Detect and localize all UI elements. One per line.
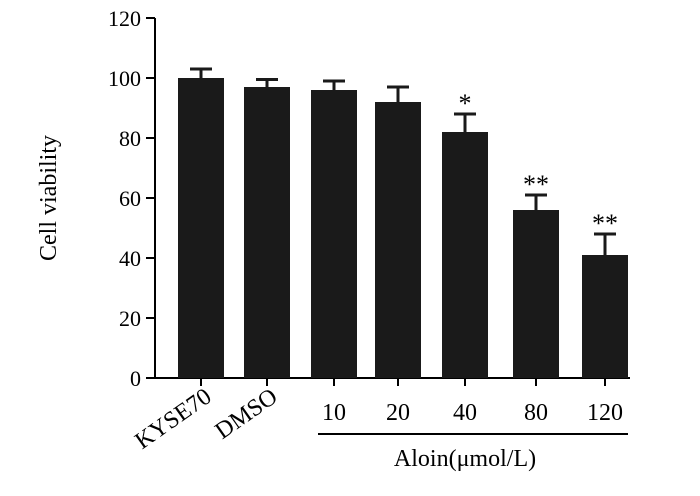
x-tick-label: 40 [453, 400, 477, 426]
y-tick-label: 20 [119, 306, 141, 331]
x-tick-label: KYSE70 [131, 384, 217, 455]
bar [442, 132, 488, 378]
bar [178, 78, 224, 378]
x-tick-label: DMSO [211, 384, 283, 445]
bar [513, 210, 559, 378]
significance-marker: ** [592, 209, 618, 238]
x-tick-label: 120 [587, 400, 623, 426]
y-tick-label: 40 [119, 246, 141, 271]
significance-marker: * [459, 89, 472, 118]
y-axis-title: Cell viability [36, 135, 62, 261]
y-tick-label: 100 [108, 66, 141, 91]
y-tick-label: 0 [130, 366, 141, 391]
y-tick-label: 120 [108, 6, 141, 31]
x-tick-label: 80 [524, 400, 548, 426]
y-tick-label: 60 [119, 186, 141, 211]
bars: ***** [178, 67, 628, 386]
x-tick-label: 10 [322, 400, 346, 426]
x-tick-label: 20 [386, 400, 410, 426]
group-label: Aloin(μmol/L) [394, 446, 536, 472]
bar [311, 90, 357, 378]
bar [582, 255, 628, 378]
bar [375, 102, 421, 378]
y-tick-label: 80 [119, 126, 141, 151]
significance-marker: ** [523, 170, 549, 199]
bar [244, 87, 290, 378]
